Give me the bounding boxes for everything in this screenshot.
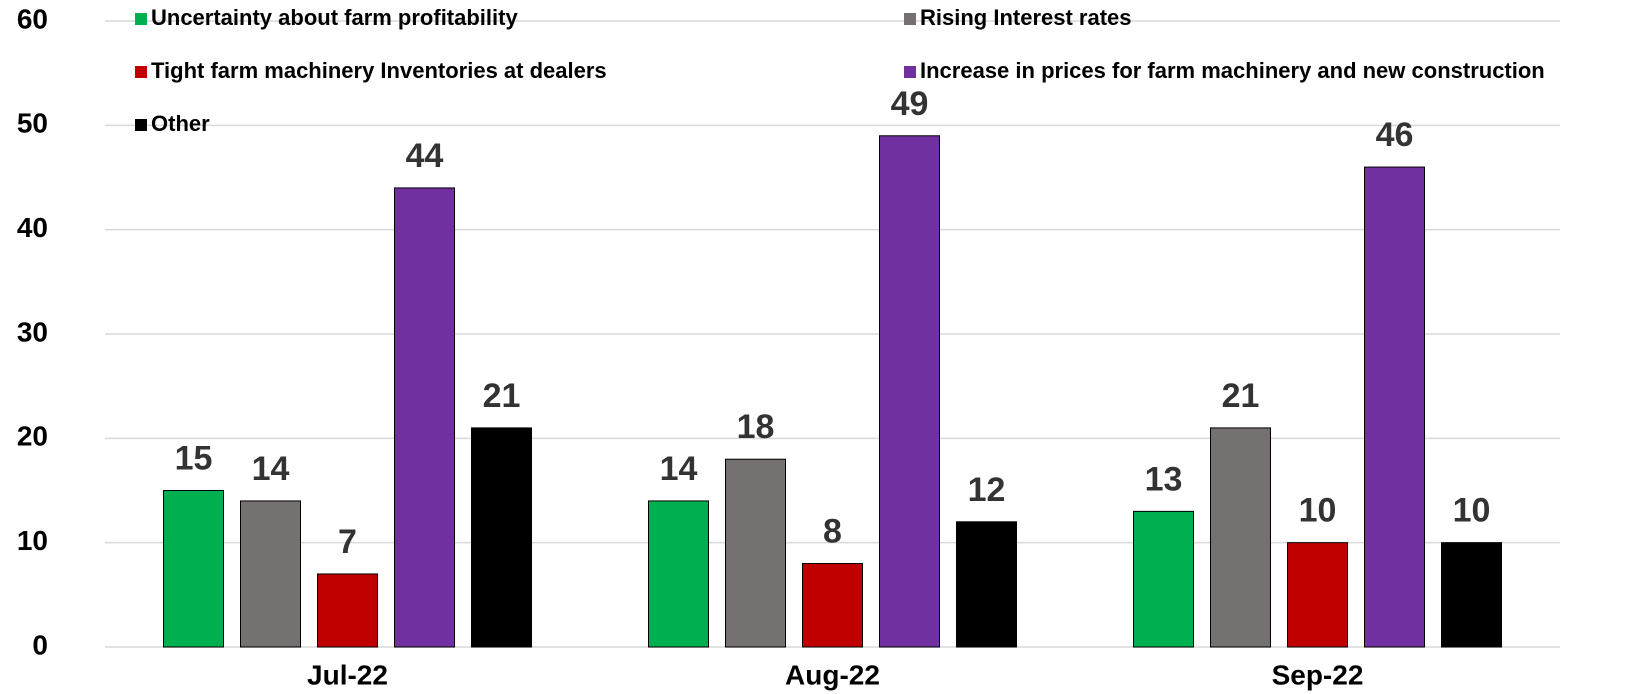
legend-label: Other	[151, 111, 210, 136]
legend-label: Tight farm machinery Inventories at deal…	[151, 58, 607, 83]
bar	[240, 500, 301, 648]
legend-swatch	[904, 66, 916, 78]
legend-label: Increase in prices for farm machinery an…	[920, 58, 1545, 83]
legend-label: Uncertainty about farm profitability	[151, 5, 518, 30]
legend-swatch	[135, 66, 147, 78]
legend-label: Rising Interest rates	[920, 5, 1132, 30]
bar	[471, 427, 532, 648]
y-tick-label: 60	[17, 3, 48, 34]
data-label: 49	[891, 85, 929, 123]
data-label: 8	[823, 513, 842, 551]
bar	[879, 135, 940, 648]
data-label: 15	[175, 439, 213, 477]
data-label: 13	[1145, 460, 1183, 498]
data-label: 14	[660, 450, 698, 488]
y-tick-label: 10	[17, 525, 48, 556]
y-tick-label: 20	[17, 421, 48, 452]
data-label: 46	[1376, 116, 1414, 154]
bar	[1364, 166, 1425, 648]
bar	[648, 500, 709, 648]
legend-swatch	[135, 13, 147, 25]
data-label: 44	[406, 137, 444, 175]
data-label: 21	[483, 377, 521, 415]
data-label: 12	[968, 471, 1006, 509]
data-label: 18	[737, 408, 775, 446]
bar	[394, 187, 455, 648]
y-tick-label: 30	[17, 316, 48, 347]
bar	[1441, 542, 1502, 648]
bar	[163, 490, 224, 648]
bar	[1133, 510, 1194, 648]
y-tick-label: 40	[17, 212, 48, 243]
x-tick-label: Jul-22	[307, 659, 388, 690]
bar	[725, 458, 786, 648]
data-label: 10	[1453, 492, 1491, 530]
legend-swatch	[904, 13, 916, 25]
bar	[956, 521, 1017, 648]
data-label: 10	[1299, 492, 1337, 530]
bar	[1210, 427, 1271, 648]
bar	[802, 563, 863, 648]
data-label: 14	[252, 450, 290, 488]
x-tick-label: Sep-22	[1272, 659, 1364, 690]
data-label: 21	[1222, 377, 1260, 415]
bar	[1287, 542, 1348, 648]
y-tick-label: 50	[17, 108, 48, 139]
x-tick-label: Aug-22	[785, 659, 880, 690]
data-label: 7	[338, 523, 357, 561]
bar	[317, 573, 378, 648]
y-tick-label: 0	[32, 629, 48, 660]
legend-swatch	[135, 119, 147, 131]
